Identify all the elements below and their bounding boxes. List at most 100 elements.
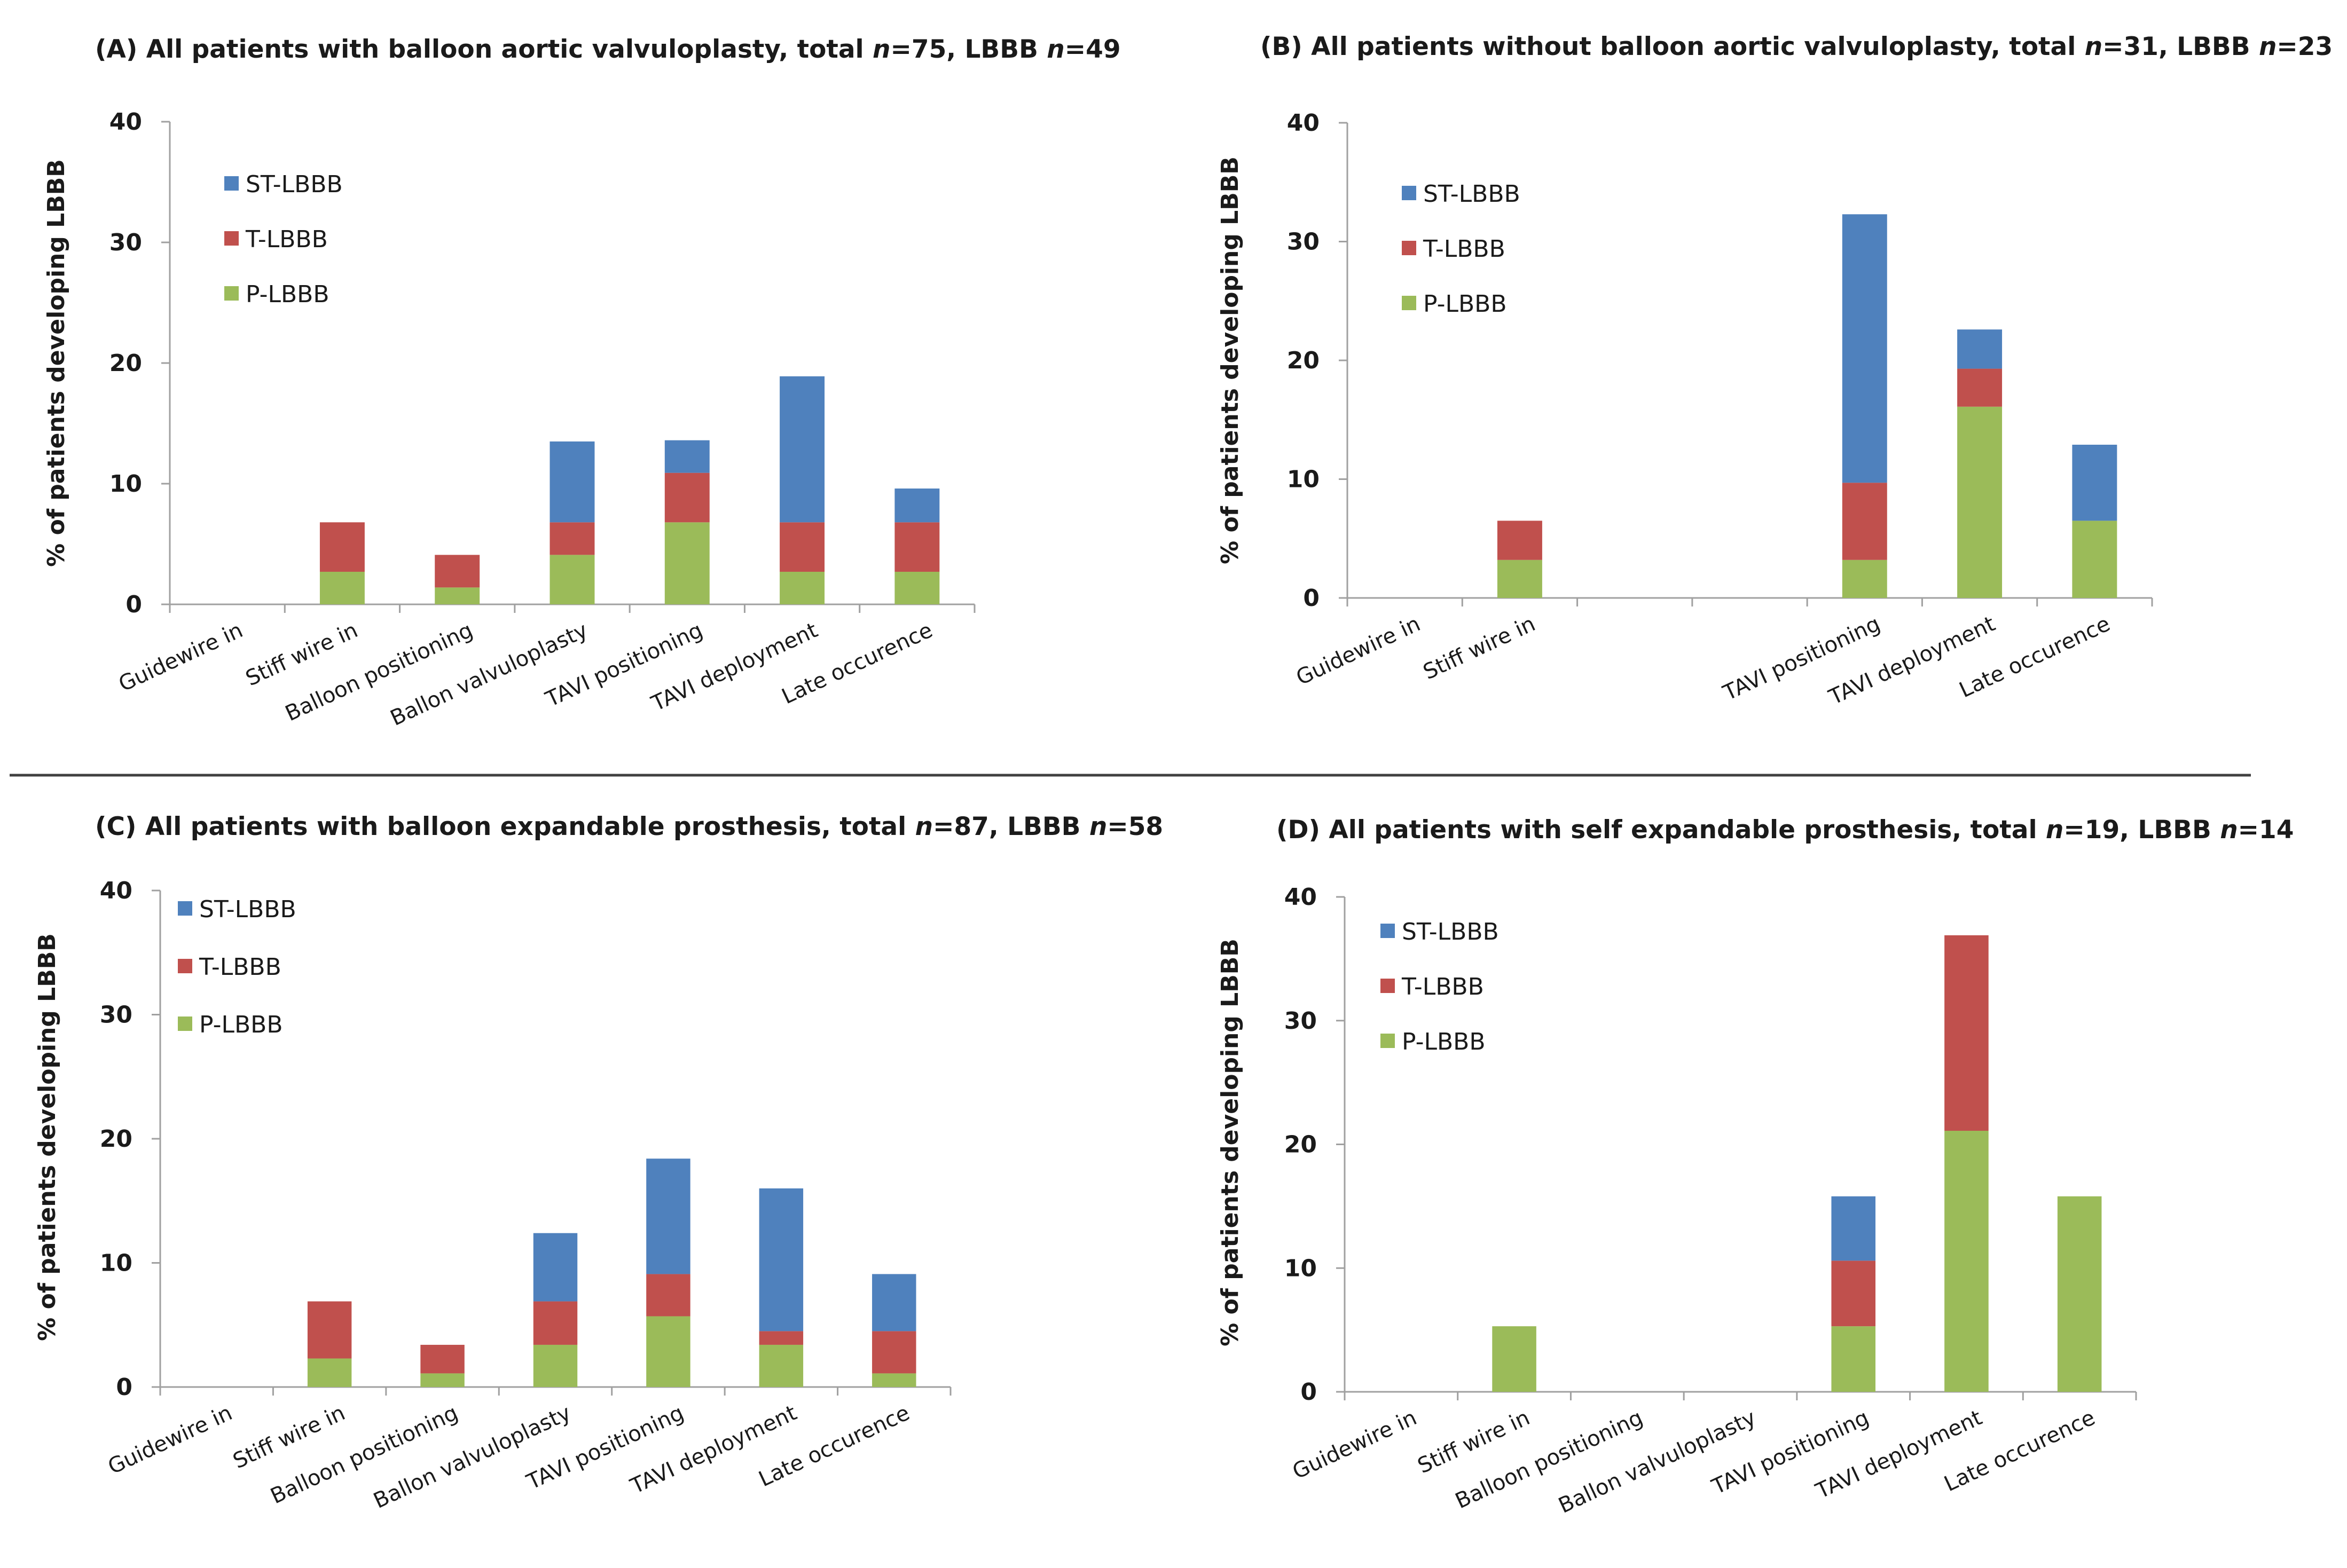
bar-p-lbbb [1957, 406, 2003, 598]
x-tick-label: Ballon valvuloplasty [387, 618, 592, 731]
bar-t-lbbb [780, 522, 825, 572]
bar-p-lbbb [319, 571, 365, 604]
y-tick-label: 0 [125, 591, 142, 618]
bar-p-lbbb [307, 1358, 352, 1387]
y-tick-label: 10 [1287, 466, 1320, 493]
y-tick-label: 20 [1287, 347, 1320, 374]
x-tick-label: Guidewire in [1289, 1405, 1420, 1484]
legend-swatch-p-lbbb [1402, 296, 1416, 310]
bar-t-lbbb [1831, 1260, 1875, 1327]
y-tick-label: 30 [1287, 228, 1320, 256]
legend-label-st-lbbb: ST-LBBB [1423, 180, 1520, 208]
bar-t-lbbb [894, 522, 940, 572]
y-tick-label: 20 [100, 1125, 132, 1153]
title-n-total: =75, LBBB [890, 35, 1047, 64]
chart-panel-a: (A) All patients with balloon aortic val… [43, 35, 1121, 731]
title-text: (C) All patients with balloon expandable… [95, 812, 915, 841]
bar-p-lbbb [1944, 1131, 1989, 1392]
legend-swatch-t-lbbb [1380, 979, 1395, 993]
bar-t-lbbb [550, 522, 595, 555]
y-axis-label: % of patients developing LBBB [34, 933, 61, 1341]
bar-st-lbbb [872, 1274, 916, 1331]
legend-label-st-lbbb: ST-LBBB [199, 896, 296, 923]
bar-t-lbbb [307, 1301, 352, 1359]
bar-p-lbbb [2057, 1196, 2102, 1392]
bar-t-lbbb [1497, 521, 1542, 560]
title-n-symbol: n [1089, 812, 1107, 841]
legend-swatch-st-lbbb [178, 901, 192, 916]
bar-st-lbbb [664, 440, 710, 473]
y-tick-label: 30 [100, 1002, 132, 1029]
title-n-symbol: n [915, 812, 933, 841]
legend-label-t-lbbb: T-LBBB [1423, 235, 1505, 263]
y-tick-label: 0 [1303, 585, 1320, 612]
y-axis-label: % of patients developing LBBB [1216, 156, 1244, 564]
y-tick-label: 30 [109, 229, 142, 256]
y-tick-label: 10 [100, 1250, 132, 1277]
title-text: (B) All patients without balloon aortic … [1260, 32, 2085, 61]
bar-t-lbbb [533, 1301, 578, 1345]
title-n-symbol: n [2085, 32, 2102, 61]
bar-st-lbbb [533, 1233, 578, 1302]
bar-p-lbbb [646, 1316, 690, 1387]
bar-p-lbbb [1492, 1326, 1536, 1392]
y-tick-label: 40 [100, 877, 132, 904]
chart-title: (D) All patients with self expandable pr… [1276, 815, 2294, 845]
title-n-symbol: n [1047, 35, 1064, 64]
title-text: (D) All patients with self expandable pr… [1276, 815, 2046, 845]
chart-panel-b: (B) All patients without balloon aortic … [1216, 32, 2333, 710]
y-tick-label: 20 [109, 350, 142, 377]
bar-p-lbbb [435, 587, 480, 604]
bar-t-lbbb [1842, 483, 1887, 560]
y-tick-label: 20 [1284, 1131, 1317, 1159]
x-tick-label: Balloon positioning [1451, 1405, 1646, 1514]
bar-p-lbbb [533, 1344, 578, 1387]
title-n-total: =31, LBBB [2102, 32, 2259, 61]
x-tick-label: Stiff wire in [1419, 611, 1539, 684]
title-n-lbbb: =49 [1065, 35, 1121, 64]
bar-p-lbbb [872, 1373, 916, 1387]
title-n-lbbb: =58 [1107, 812, 1163, 841]
bar-t-lbbb [1944, 935, 1989, 1131]
title-n-symbol: n [2046, 815, 2063, 845]
bar-p-lbbb [1497, 560, 1542, 598]
y-tick-label: 30 [1284, 1007, 1317, 1035]
bar-st-lbbb [550, 441, 595, 523]
legend-label-p-lbbb: P-LBBB [1402, 1028, 1486, 1055]
bar-p-lbbb [550, 555, 595, 604]
y-tick-label: 40 [1287, 109, 1320, 137]
legend-swatch-st-lbbb [224, 176, 239, 191]
legend-swatch-p-lbbb [1380, 1034, 1395, 1048]
bar-p-lbbb [780, 571, 825, 604]
legend-label-t-lbbb: T-LBBB [245, 226, 328, 253]
x-tick-label: Guidewire in [115, 618, 247, 697]
bar-st-lbbb [1842, 214, 1887, 483]
chart-title: (C) All patients with balloon expandable… [95, 812, 1163, 841]
bar-t-lbbb [759, 1331, 804, 1345]
y-tick-label: 40 [109, 108, 142, 136]
y-tick-label: 0 [1300, 1378, 1317, 1406]
chart-panel-c: (C) All patients with balloon expandable… [34, 812, 1163, 1514]
bar-t-lbbb [872, 1331, 916, 1374]
bar-p-lbbb [894, 571, 940, 604]
legend-swatch-p-lbbb [224, 286, 239, 301]
bar-t-lbbb [435, 555, 480, 588]
x-tick-label: Balloon positioning [281, 618, 476, 726]
title-n-lbbb: =23 [2277, 32, 2333, 61]
y-tick-label: 0 [116, 1374, 132, 1401]
chart-panel-d: (D) All patients with self expandable pr… [1216, 815, 2294, 1518]
title-n-lbbb: =14 [2238, 815, 2294, 845]
y-axis-label: % of patients developing LBBB [43, 159, 70, 567]
legend-label-t-lbbb: T-LBBB [199, 954, 281, 981]
legend-label-st-lbbb: ST-LBBB [1402, 918, 1499, 945]
bar-p-lbbb [664, 522, 710, 604]
bar-t-lbbb [664, 472, 710, 523]
legend-swatch-st-lbbb [1402, 186, 1416, 200]
chart-title: (B) All patients without balloon aortic … [1260, 32, 2333, 61]
bar-st-lbbb [780, 376, 825, 523]
y-tick-label: 40 [1284, 884, 1317, 911]
bar-st-lbbb [1957, 329, 2003, 369]
title-text: (A) All patients with balloon aortic val… [95, 35, 873, 64]
bar-t-lbbb [420, 1344, 465, 1374]
x-tick-label: Guidewire in [1292, 611, 1424, 690]
